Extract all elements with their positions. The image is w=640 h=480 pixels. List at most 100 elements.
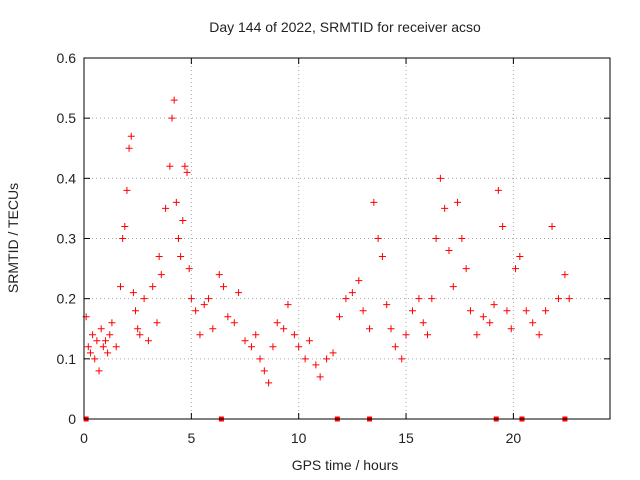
y-tick-label: 0.4 xyxy=(57,170,77,186)
x-tick-label: 15 xyxy=(398,430,414,446)
data-point xyxy=(93,337,101,345)
data-point xyxy=(247,343,255,351)
data-point xyxy=(458,235,466,242)
data-point xyxy=(295,343,303,351)
data-point xyxy=(121,222,129,230)
data-point xyxy=(503,307,511,315)
y-tick-label: 0.3 xyxy=(57,231,77,247)
data-point xyxy=(374,235,382,242)
data-point xyxy=(305,337,313,345)
data-point xyxy=(209,325,217,333)
data-point xyxy=(84,343,92,351)
data-point xyxy=(516,253,524,261)
data-point xyxy=(177,253,185,261)
data-point xyxy=(479,313,487,321)
data-point xyxy=(490,301,498,309)
data-point xyxy=(428,295,436,303)
data-point xyxy=(494,186,502,194)
data-point xyxy=(132,307,140,315)
data-point xyxy=(323,355,331,363)
data-point xyxy=(134,325,142,333)
data-point xyxy=(342,295,350,303)
data-point xyxy=(140,295,148,303)
data-point xyxy=(97,325,105,333)
data-point xyxy=(441,204,449,212)
data-points xyxy=(82,96,573,422)
data-point xyxy=(473,331,481,339)
data-point xyxy=(108,319,116,327)
data-point xyxy=(86,349,94,357)
data-point xyxy=(554,295,562,303)
data-point xyxy=(432,235,440,242)
data-point xyxy=(387,325,395,333)
data-point xyxy=(235,289,243,297)
data-point xyxy=(179,216,187,224)
data-point xyxy=(256,355,264,363)
y-tick-label: 0.2 xyxy=(57,291,77,307)
data-point xyxy=(449,283,457,291)
chart-title: Day 144 of 2022, SRMTID for receiver acs… xyxy=(209,19,481,35)
data-point xyxy=(419,319,427,327)
data-point xyxy=(192,307,200,315)
data-point xyxy=(529,319,537,327)
data-point xyxy=(174,235,182,242)
data-point xyxy=(89,331,97,339)
data-point xyxy=(359,307,367,315)
data-point xyxy=(123,186,131,194)
data-point xyxy=(157,271,165,279)
data-point xyxy=(290,331,298,339)
data-point xyxy=(415,295,423,303)
data-point xyxy=(252,331,260,339)
data-point xyxy=(220,283,228,291)
data-point xyxy=(512,265,520,273)
data-point xyxy=(153,319,161,327)
x-tick-label: 0 xyxy=(80,430,88,446)
data-point xyxy=(168,114,176,122)
data-point xyxy=(408,307,416,315)
data-point xyxy=(542,307,550,315)
data-point xyxy=(215,271,223,279)
data-point xyxy=(378,253,386,261)
data-point xyxy=(241,337,249,345)
data-point xyxy=(391,343,399,351)
data-point xyxy=(466,307,474,315)
axis-ticks: 0 0.1 0.2 0.3 0.4 0.5 0.6 0 5 10 15 20 xyxy=(57,50,610,446)
data-point xyxy=(106,331,114,339)
data-point xyxy=(149,283,157,291)
data-point xyxy=(507,325,515,333)
data-point xyxy=(170,96,178,104)
x-tick-label: 20 xyxy=(506,430,522,446)
data-point xyxy=(224,313,232,321)
data-point xyxy=(129,289,137,297)
data-point xyxy=(166,162,174,170)
data-point xyxy=(348,289,356,297)
data-point xyxy=(155,253,163,261)
data-point xyxy=(522,307,530,315)
data-point xyxy=(273,319,281,327)
data-point xyxy=(116,283,124,291)
data-point xyxy=(366,325,374,333)
data-point xyxy=(196,331,204,339)
data-point xyxy=(269,343,277,351)
x-axis-label: GPS time / hours xyxy=(292,457,399,473)
data-point xyxy=(112,343,120,351)
data-point xyxy=(370,198,378,206)
grid xyxy=(84,58,610,419)
data-point xyxy=(316,373,324,381)
data-point xyxy=(162,204,170,212)
data-point xyxy=(181,162,189,170)
y-tick-label: 0.5 xyxy=(57,110,77,126)
data-point xyxy=(187,295,195,303)
data-point xyxy=(205,295,213,303)
data-point xyxy=(230,319,238,327)
data-point xyxy=(127,132,135,140)
data-point xyxy=(99,343,107,351)
data-point xyxy=(119,235,127,242)
data-point xyxy=(104,349,112,357)
y-tick-label: 0 xyxy=(68,411,76,427)
data-point xyxy=(565,295,573,303)
data-point xyxy=(172,198,180,206)
data-point xyxy=(402,331,410,339)
